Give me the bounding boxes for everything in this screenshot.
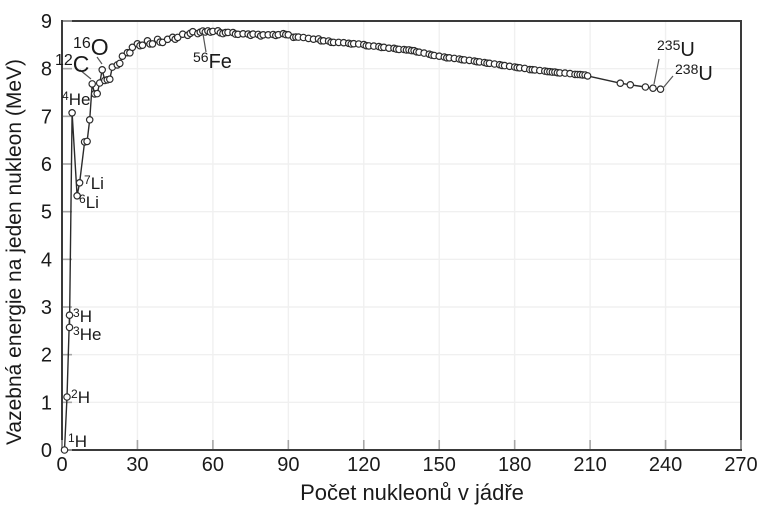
leader-line [202,33,207,53]
data-point [641,83,650,91]
data-point [85,116,94,124]
data-point [116,59,124,68]
data-point [128,43,137,52]
y-tick-label: 5 [41,202,52,224]
data-point [65,323,74,332]
isotope-label: 7Li [84,173,104,193]
leader-line [96,56,103,65]
data-point [138,41,147,50]
y-tick-label: 2 [41,345,52,367]
data-point [106,75,114,84]
data-point [65,311,74,320]
y-tick-label: 6 [41,154,52,176]
y-tick-label: 3 [41,297,52,319]
isotope-label: 235U [657,37,695,61]
leader-line [662,75,674,89]
leader-line [653,58,660,85]
data-point [88,80,97,88]
data-point [83,137,91,146]
plot-frame [61,20,742,451]
isotope-label: 238U [675,61,713,85]
x-tick-label: 240 [649,454,682,476]
isotope-label: 2H [71,387,90,407]
isotope-label: 3He [73,324,101,344]
x-tick-label: 180 [498,454,531,476]
data-point [68,109,76,117]
x-tick-label: 270 [724,454,757,476]
data-point [148,40,157,48]
y-tick-label: 1 [41,392,52,414]
x-tick-label: 60 [202,454,224,476]
isotope-label: 56Fe [193,49,232,73]
isotope-label: 4He [62,89,90,109]
data-point [63,393,71,401]
x-axis-title: Počet nukleonů v jádře [300,480,524,505]
data-point [583,72,592,80]
data-point [649,84,657,93]
data-point [98,66,107,74]
y-tick-label: 9 [41,11,52,33]
y-tick-label: 7 [41,106,52,128]
y-axis-title: Vazebná energie na jeden nukleon (MeV) [3,59,26,445]
leader-line [79,69,92,80]
x-tick-label: 90 [277,454,299,476]
data-point [75,179,84,187]
isotope-label: 6Li [79,192,99,212]
plot-area: 0 30 60 90 120 150 180 210 240 270 0 1 2 3 4 5 6 7 8 9 1H 2H 3… [41,11,758,476]
isotope-label: 12C [55,51,89,77]
isotope-label: 1H [68,431,87,451]
y-tick-label: 8 [41,59,52,81]
x-tick-label: 0 [56,454,67,476]
data-point [656,85,665,94]
y-tick-label: 0 [41,440,52,462]
data-point [118,52,127,61]
x-tick-label: 30 [126,454,148,476]
data-point [616,79,625,88]
data-point [93,89,102,98]
data-point [626,81,635,89]
binding-energy-curve [63,30,661,451]
x-tick-label: 120 [347,454,380,476]
x-tick-label: 150 [423,454,456,476]
data-point [60,446,69,454]
isotope-label: 16O [73,34,109,60]
x-tick-label: 210 [573,454,606,476]
data-point [73,192,81,200]
isotope-label: 3H [73,306,92,326]
y-tick-label: 4 [41,249,52,271]
